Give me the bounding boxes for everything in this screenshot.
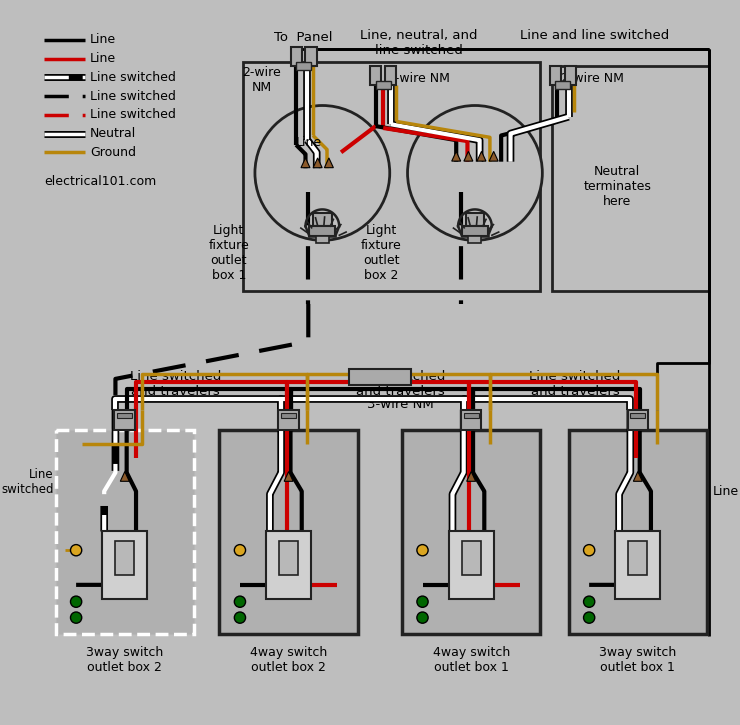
Bar — [309, 226, 335, 236]
Bar — [468, 236, 482, 243]
Bar — [616, 531, 660, 599]
Text: To  Panel: To Panel — [275, 30, 333, 44]
Text: Line: Line — [296, 136, 322, 149]
Bar — [385, 66, 397, 85]
Bar — [115, 410, 135, 431]
Text: Neutral
terminates
here: Neutral terminates here — [583, 165, 651, 209]
Bar — [219, 431, 358, 634]
Text: Light
fixture
outlet
box 1: Light fixture outlet box 1 — [209, 225, 249, 283]
Bar — [465, 213, 484, 226]
Text: Line: Line — [90, 33, 116, 46]
Text: 2-wire
NM: 2-wire NM — [242, 66, 281, 94]
Text: Line switched: Line switched — [90, 108, 176, 121]
Bar — [462, 541, 480, 574]
Bar — [281, 413, 296, 418]
Text: Line and line switched: Line and line switched — [520, 29, 670, 42]
Text: 2-wire NM: 2-wire NM — [562, 72, 625, 85]
Text: Ground: Ground — [90, 146, 136, 159]
Bar — [461, 410, 482, 431]
Circle shape — [584, 612, 595, 624]
Circle shape — [235, 544, 246, 556]
Circle shape — [417, 544, 428, 556]
Bar — [102, 531, 147, 599]
Text: Line: Line — [90, 52, 116, 65]
Bar — [565, 66, 576, 85]
Polygon shape — [467, 471, 476, 481]
Text: 3way switch
outlet box 2: 3way switch outlet box 2 — [86, 646, 164, 674]
Circle shape — [584, 544, 595, 556]
Circle shape — [417, 612, 428, 624]
Circle shape — [70, 596, 81, 608]
Text: Line
switched: Line switched — [1, 468, 53, 496]
Bar — [370, 66, 381, 85]
Text: Line switched
and travelers: Line switched and travelers — [354, 370, 445, 397]
Bar — [568, 431, 707, 634]
Bar — [556, 81, 571, 88]
Text: Line switched
and travelers: Line switched and travelers — [130, 370, 221, 397]
Bar — [56, 431, 194, 634]
Bar — [349, 368, 411, 386]
Bar — [278, 410, 299, 431]
Bar — [448, 531, 494, 599]
Text: 4way switch
outlet box 1: 4way switch outlet box 1 — [433, 646, 510, 674]
Circle shape — [70, 612, 81, 624]
Bar — [313, 213, 332, 226]
Polygon shape — [284, 471, 293, 481]
Polygon shape — [301, 158, 310, 167]
Text: Line switched
and travelers: Line switched and travelers — [529, 370, 621, 397]
Text: Line, neutral, and
line switched: Line, neutral, and line switched — [360, 29, 477, 57]
Circle shape — [417, 596, 428, 608]
Bar — [279, 541, 298, 574]
Text: Light
fixture
outlet
box 2: Light fixture outlet box 2 — [361, 225, 402, 283]
Bar — [464, 413, 479, 418]
Polygon shape — [451, 152, 461, 161]
Polygon shape — [633, 471, 642, 481]
Bar — [243, 62, 540, 291]
Text: Line: Line — [713, 485, 739, 498]
Circle shape — [235, 612, 246, 624]
Bar — [550, 66, 561, 85]
Polygon shape — [464, 152, 473, 161]
Circle shape — [584, 596, 595, 608]
Bar — [306, 47, 317, 66]
Polygon shape — [324, 158, 334, 167]
Bar — [291, 47, 302, 66]
Bar — [266, 531, 311, 599]
Text: Neutral: Neutral — [90, 127, 136, 140]
Text: 3-wire NM: 3-wire NM — [366, 397, 434, 410]
Polygon shape — [477, 152, 486, 161]
Polygon shape — [121, 471, 130, 481]
Bar — [118, 413, 132, 418]
Bar — [552, 66, 709, 291]
Bar — [402, 431, 540, 634]
Text: 3-wire NM: 3-wire NM — [387, 72, 450, 85]
Circle shape — [70, 544, 81, 556]
Bar — [376, 81, 391, 88]
Circle shape — [255, 106, 390, 240]
Polygon shape — [313, 158, 322, 167]
Text: Line switched: Line switched — [90, 71, 176, 84]
Polygon shape — [489, 152, 498, 161]
Bar — [296, 62, 311, 70]
Bar — [628, 541, 648, 574]
Bar — [316, 236, 329, 243]
Circle shape — [408, 106, 542, 240]
Text: Line switched: Line switched — [90, 90, 176, 103]
Bar — [628, 410, 648, 431]
Bar — [630, 413, 645, 418]
Bar — [115, 541, 134, 574]
Bar — [462, 226, 488, 236]
Text: 4way switch
outlet box 2: 4way switch outlet box 2 — [250, 646, 327, 674]
Circle shape — [235, 596, 246, 608]
Text: electrical101.com: electrical101.com — [44, 175, 157, 188]
Text: 3way switch
outlet box 1: 3way switch outlet box 1 — [599, 646, 676, 674]
